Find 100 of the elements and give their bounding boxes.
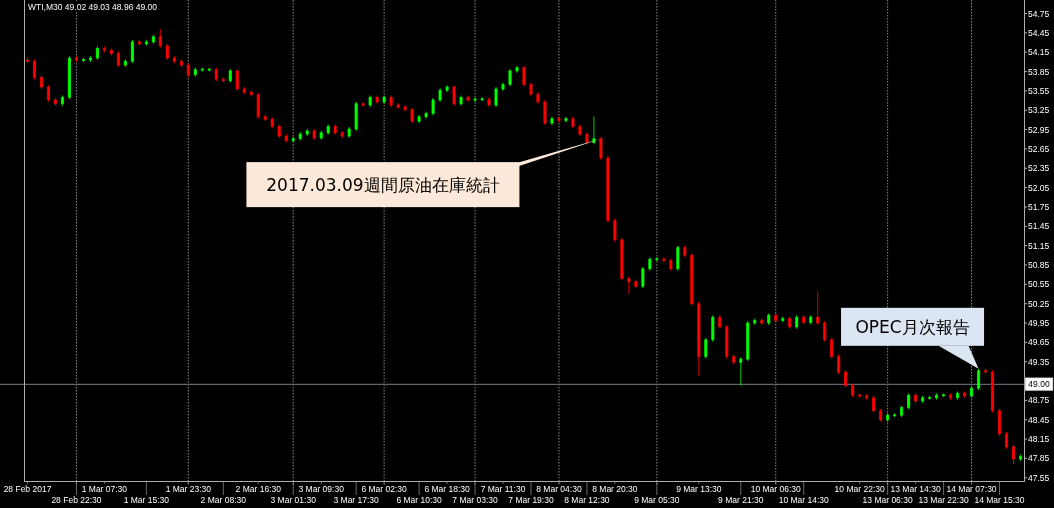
candlestick [1019,454,1022,462]
candlestick [26,57,29,64]
candlestick [767,312,771,326]
candlestick [228,68,232,83]
candlestick [879,408,883,423]
candlestick [746,320,750,362]
x-tick-label: 9 Mar 21:30 [718,495,764,505]
candlestick [46,84,50,103]
y-tick-label: 52.35 [1028,163,1050,174]
candlestick [459,95,463,107]
candlestick [865,393,869,401]
x-tick-label: 14 Mar 15:30 [974,495,1025,505]
candlestick [109,47,113,56]
candlestick [186,62,190,78]
candlestick [333,124,337,136]
candlestick [837,354,841,375]
candlestick [67,55,71,100]
candlestick [200,67,204,72]
x-tick-label: 8 Mar 04:30 [536,484,582,494]
candlestick [739,356,743,386]
candlestick [291,136,295,143]
candlestick [95,46,99,61]
candlestick [508,68,512,87]
candlestick [102,46,106,53]
y-tick-label: 48.45 [1028,414,1050,425]
candlestick [466,95,470,103]
candlestick [949,392,953,401]
candlestick [634,279,638,289]
candlestick [410,107,414,124]
candlestick [1005,431,1009,450]
candlestick [123,58,127,68]
candlestick [935,392,939,401]
candlestick [116,51,120,68]
candlestick [452,84,456,107]
candlestick [284,133,288,143]
candlestick [781,316,785,323]
x-tick-label: 10 Mar 22:30 [834,484,885,494]
x-tick-label: 1 Mar 07:30 [81,484,128,494]
candlestick [697,301,701,377]
ref-line-label: 49.00 [1028,379,1050,390]
candlestick [263,114,267,122]
candlestick [921,395,925,404]
candlestick [207,67,211,72]
candlestick [795,314,799,330]
candlestick [592,116,596,145]
candlestick [655,256,659,262]
candlestick [802,314,806,325]
x-tick-label: 9 Mar 05:30 [634,495,680,505]
candlestick [774,312,778,323]
candlestick [249,89,253,98]
candlestick [788,316,792,330]
candlestick [39,75,43,90]
y-tick-label: 53.85 [1028,66,1050,77]
y-tick-label: 53.55 [1028,85,1050,96]
x-tick-label: 2 Mar 08:30 [200,495,247,505]
candlestick [690,253,694,307]
candlestick [522,65,526,87]
candlestick [998,408,1002,437]
x-tick-label: 6 Mar 02:30 [361,484,408,494]
candlestick [613,218,617,243]
candlestick [235,68,239,92]
candlestick [662,256,666,263]
candlestick [326,124,330,136]
candlestick [564,116,568,123]
x-tick-label: 6 Mar 18:30 [424,484,471,494]
candlestick [473,96,477,103]
candlestick [396,102,400,110]
candlestick [214,67,218,82]
candlestick [977,368,981,391]
candlestick [907,392,911,410]
candlestick [515,65,519,74]
candlestick [760,318,764,326]
x-tick-label: 13 Mar 06:30 [862,495,913,505]
candlestick [256,92,260,120]
candlestick [354,101,358,132]
candlestick [557,116,561,123]
candlestick [718,314,722,330]
candlestick [669,258,673,272]
candlestick [298,131,302,141]
y-tick-label: 54.75 [1028,8,1050,19]
candlestick [158,28,162,49]
x-tick-label: 1 Mar 15:30 [123,495,170,505]
annotation: OPEC月次報告 [855,316,970,337]
candlestick [382,95,386,105]
y-tick-label: 47.85 [1028,453,1050,464]
y-tick-label: 52.65 [1028,143,1050,154]
candlestick [816,291,820,326]
candlestick [179,58,183,68]
x-tick-label: 14 Mar 07:30 [946,484,997,494]
y-tick-label: 48.15 [1028,434,1050,445]
candlestick [676,245,680,272]
candlestick [732,354,736,365]
candlestick [956,390,960,401]
candlestick [858,392,862,399]
candlestick [809,314,813,325]
candlestick [144,39,148,47]
candlestick [445,84,449,93]
chart-title: WTI,M30 49.02 49.03 48.96 49.00 [28,1,158,12]
y-tick-label: 50.55 [1028,279,1050,290]
candlestick [872,395,876,414]
